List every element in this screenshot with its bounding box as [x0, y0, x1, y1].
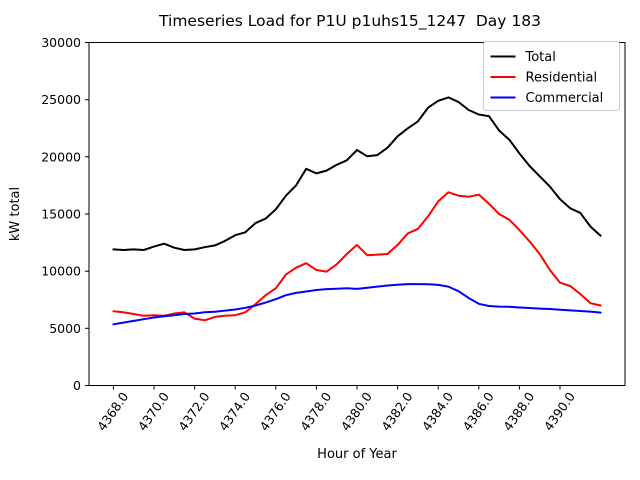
y-tick-label: 0: [73, 378, 81, 393]
y-tick-label: 20000: [41, 149, 81, 164]
y-tick-label: 15000: [41, 207, 81, 222]
x-tick-label: 4380.0: [338, 389, 375, 433]
x-tick-label: 4386.0: [459, 389, 496, 433]
y-tick-label: 10000: [41, 264, 81, 279]
x-tick-label: 4384.0: [419, 389, 456, 433]
x-axis-ticks: 4368.0 4370.0 4372.0 4374.0 4376.0 4378.0 4380…: [94, 385, 578, 434]
y-tick-label: 25000: [41, 92, 81, 107]
x-tick-label: 4378.0: [297, 389, 334, 433]
legend-label-commercial: Commercial: [526, 91, 604, 106]
x-tick-label: 4388.0: [500, 389, 537, 433]
chart-title: Timeseries Load for P1U p1uhs15_1247 Day…: [158, 12, 541, 31]
series-line-commercial: [112, 283, 602, 326]
legend-label-residential: Residential: [526, 71, 598, 86]
y-tick-label: 30000: [41, 35, 81, 50]
x-tick-label: 4372.0: [175, 389, 212, 433]
x-tick-label: 4370.0: [135, 389, 172, 433]
x-tick-label: 4376.0: [256, 389, 293, 433]
x-tick-label: 4368.0: [94, 389, 131, 433]
series-lines: [112, 96, 602, 326]
series-line-total: [112, 96, 602, 251]
x-tick-label: 4390.0: [541, 389, 578, 433]
legend: Total Residential Commercial: [483, 41, 620, 111]
x-tick-label: 4374.0: [216, 389, 253, 433]
y-axis-ticks: 0 5000 10000 15000 20000 25000 30000: [41, 35, 89, 393]
y-tick-label: 5000: [49, 321, 81, 336]
x-tick-label: 4382.0: [378, 389, 415, 433]
series-line-residential: [112, 191, 602, 322]
legend-label-total: Total: [525, 50, 556, 65]
legend-box: [483, 41, 620, 111]
x-axis-label: Hour of Year: [317, 447, 397, 462]
y-axis-label: kW total: [8, 187, 23, 241]
